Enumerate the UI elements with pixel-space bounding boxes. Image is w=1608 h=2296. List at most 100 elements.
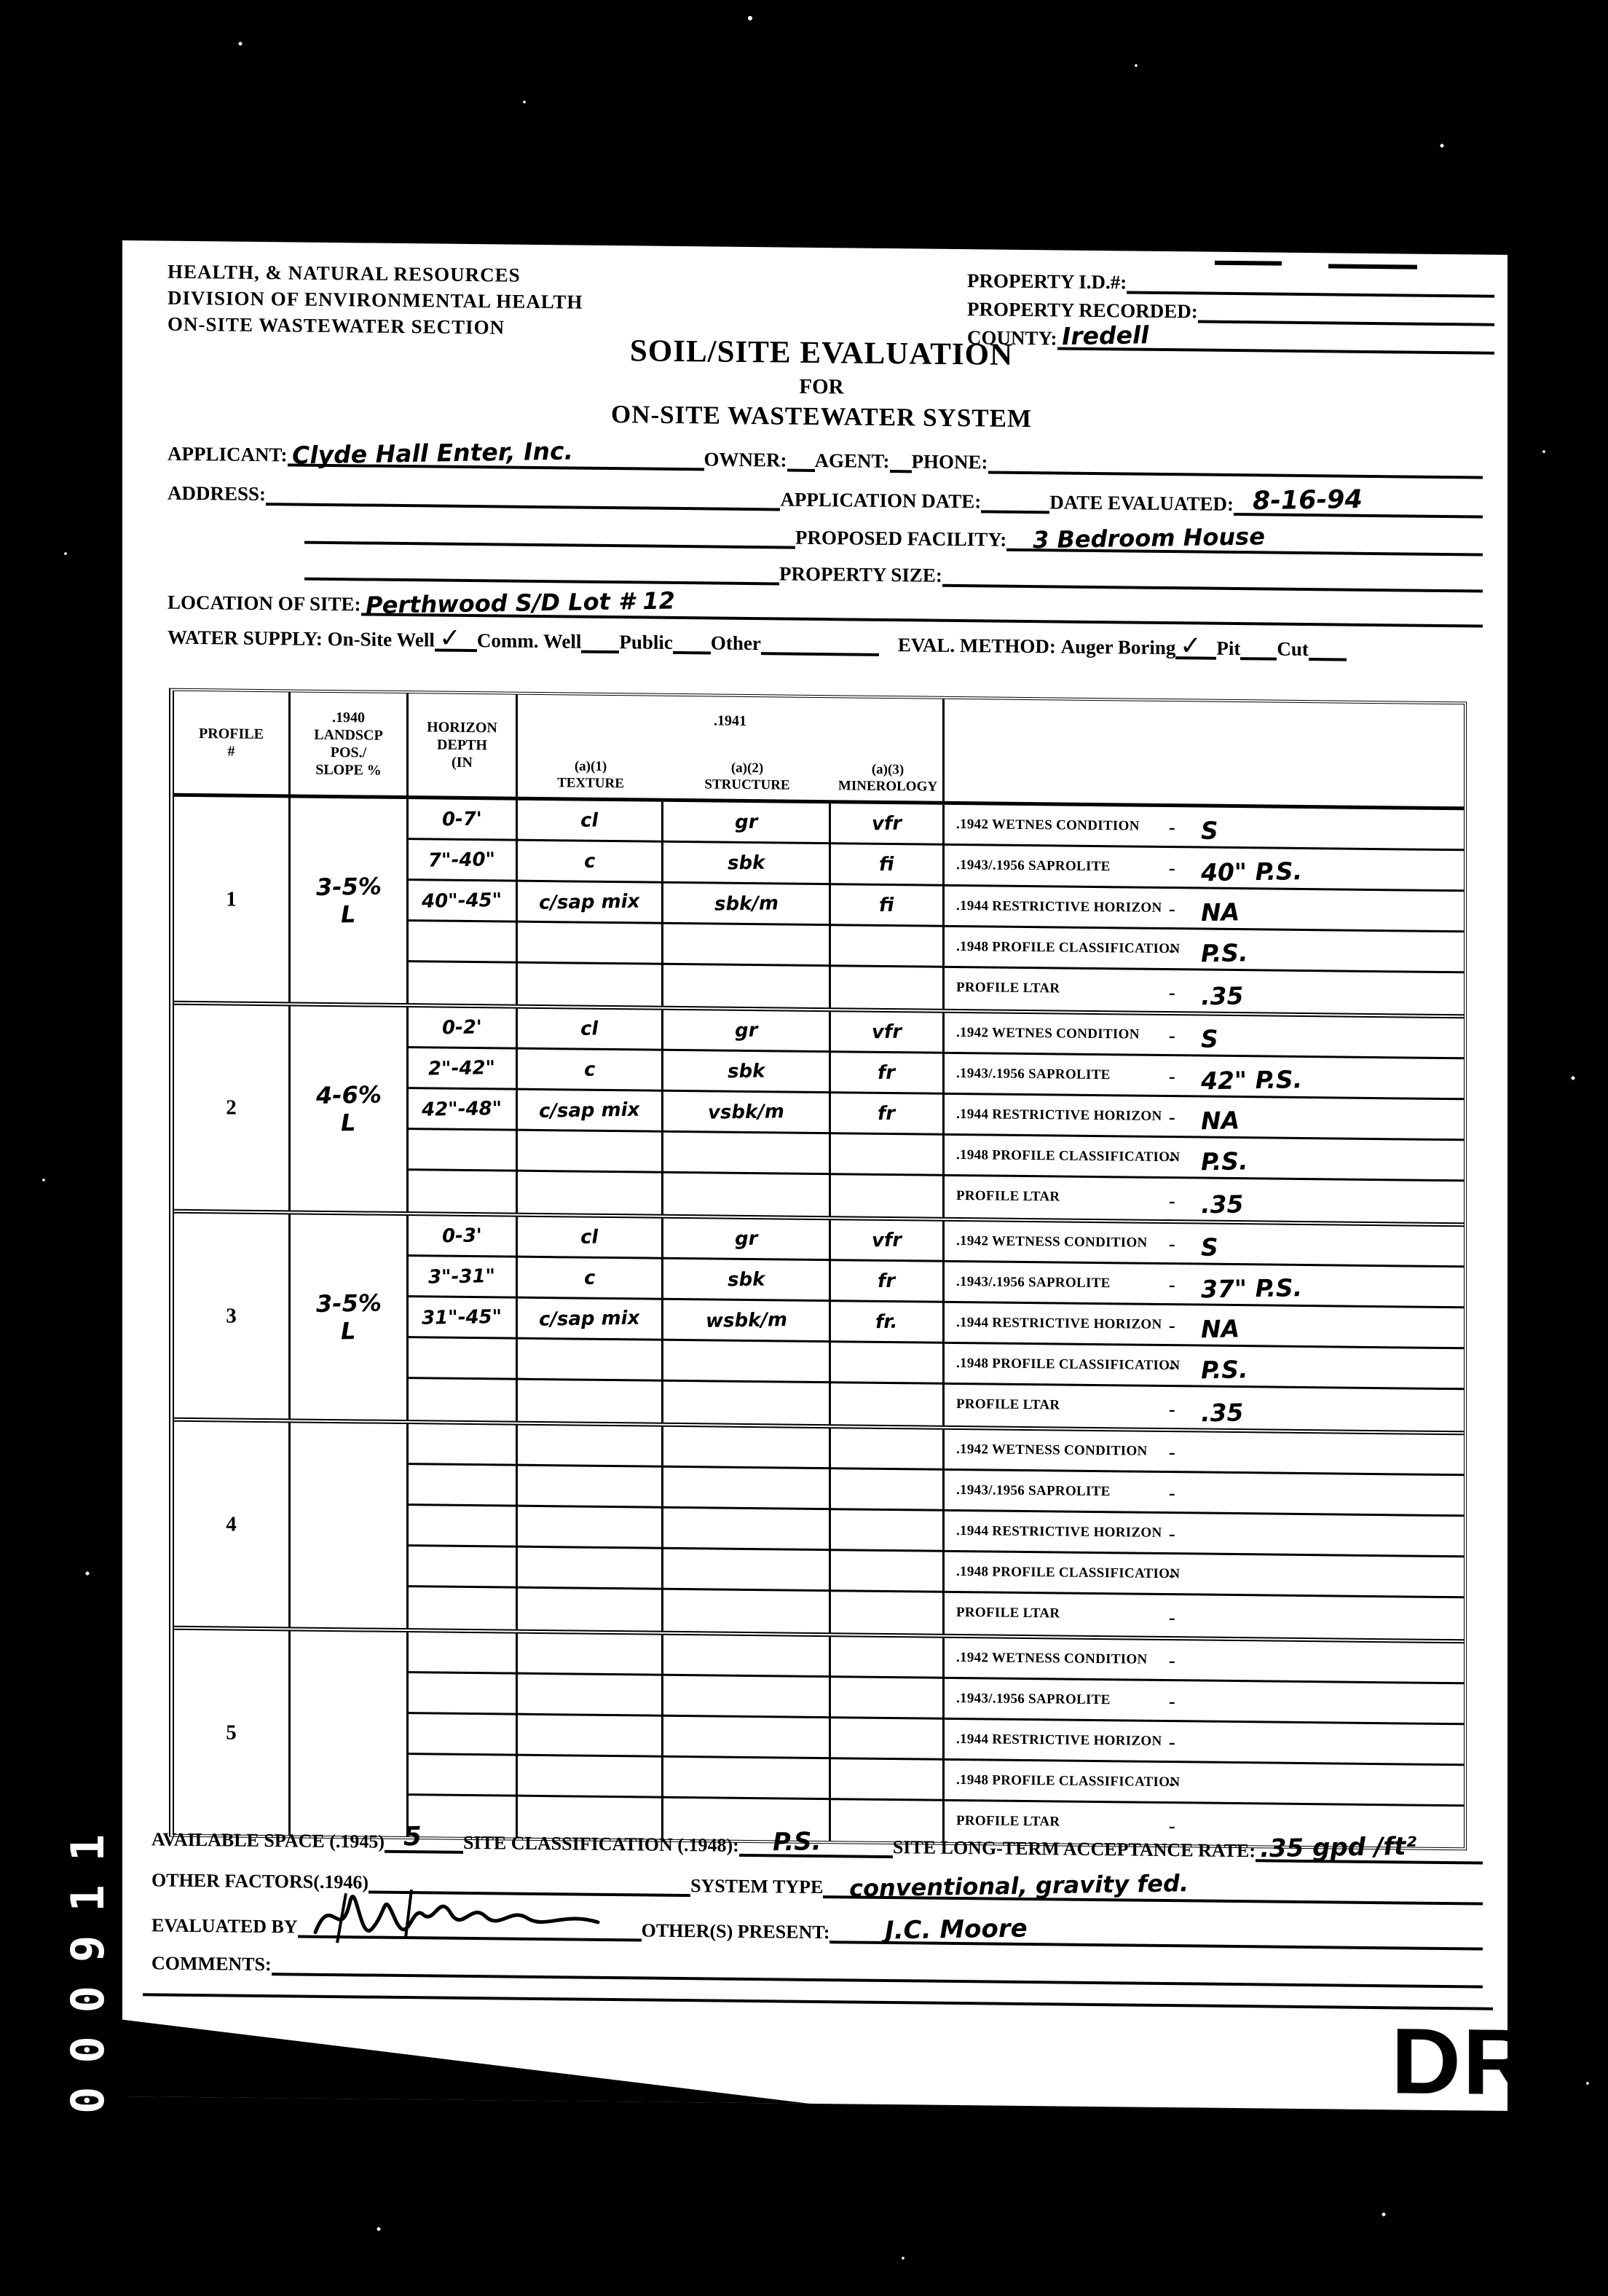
horizon-cell <box>663 965 829 1007</box>
horizon-entry: sbk <box>727 1268 765 1291</box>
horizon-cell: fi <box>831 885 942 927</box>
criteria-label: PROFILE LTAR <box>956 1187 1060 1205</box>
criteria-handwriting: P.S. <box>1200 1355 1249 1385</box>
horizon-entry: fr <box>878 1102 896 1125</box>
property-id-label: PROPERTY I.D.#: <box>967 270 1127 294</box>
owner-field <box>787 435 815 472</box>
horizon-cell <box>409 1755 516 1797</box>
others-present-field: J.C. Moore <box>829 1903 1483 1951</box>
onsite-well-checkmark: ✓ <box>438 623 462 653</box>
criteria-handwriting: S <box>1200 1232 1219 1262</box>
horizon-cell <box>518 1425 661 1468</box>
horizon-cell: wsbk/m <box>663 1300 829 1343</box>
profile-block: 2 4-6% L 0-2' 2"-42" 42"-48" cl c c/sap mix gr sbk… <box>174 1004 1464 1227</box>
horizon-cell <box>518 1466 661 1509</box>
header-1941-group: .1941 (a)(1) TEXTURE (a)(2) STRUCTURE (a… <box>518 694 945 801</box>
criteria-value: .35 <box>1200 1398 1243 1427</box>
horizon-cell <box>409 1338 516 1380</box>
proposed-facility-label: PROPOSED FACILITY: <box>795 526 1007 551</box>
mineralogy-column <box>831 1428 945 1634</box>
criteria-row: .1942 WETNESS CONDITION - <box>945 1638 1464 1685</box>
horizon-cell: fr <box>831 1261 942 1303</box>
agent-label: AGENT: <box>814 449 890 473</box>
landscape-position: L <box>340 1109 357 1137</box>
header-mineralogy: (a)(3) MINEROLOGY <box>838 761 938 795</box>
criteria-label: .1944 RESTRICTIVE HORIZON <box>956 1314 1162 1332</box>
header-criteria-column <box>945 699 1464 806</box>
horizon-depth-column <box>409 1424 518 1629</box>
page-title: SOIL/SITE EVALUATION FOR ON-SITE WASTEWA… <box>122 328 1508 439</box>
phone-field <box>988 437 1483 479</box>
criteria-cell: .1942 WETNESS CONDITION - .1943/.1956 SAPR… <box>945 1638 1464 1847</box>
horizon-depth-column: 0-3' 3"-31" 31"-45" <box>409 1216 518 1421</box>
horizon-entry: vsbk/m <box>707 1100 785 1124</box>
eval-method-label: EVAL. METHOD: <box>897 634 1056 658</box>
application-date-field <box>981 476 1050 514</box>
horizon-cell: gr <box>663 1010 829 1053</box>
criteria-value: 37" P.S. <box>1200 1273 1303 1304</box>
horizon-entry: vfr <box>871 1021 902 1043</box>
criteria-row: .1942 WETNESS CONDITION - S <box>945 1221 1464 1268</box>
system-type-value: conventional, gravity fed. <box>848 1869 1189 1903</box>
landscape-position-cell <box>291 1631 409 1837</box>
texture-column <box>518 1633 663 1839</box>
horizon-cell <box>663 1132 829 1176</box>
agency-line-1: HEALTH, & NATURAL RESOURCES <box>168 260 521 286</box>
horizon-cell <box>518 1589 661 1631</box>
texture-column <box>518 1425 663 1631</box>
header-texture: (a)(1) TEXTURE <box>557 758 624 792</box>
criteria-label: .1942 WETNES CONDITION <box>956 1024 1140 1042</box>
structure-column <box>663 1635 831 1841</box>
horizon-cell <box>518 1715 661 1758</box>
horizon-entry: fr <box>878 1270 896 1292</box>
horizon-cell <box>663 1549 829 1592</box>
horizon-cell <box>409 1379 516 1421</box>
horizon-entry: 40"-45" <box>422 889 502 913</box>
criteria-handwriting: NA <box>1200 1106 1240 1136</box>
location-field: Perthwood S/D Lot # 12 <box>360 579 821 621</box>
horizon-cell: c <box>518 1049 661 1092</box>
water-supply-label: WATER SUPPLY: <box>168 626 323 650</box>
criteria-row: PROFILE LTAR - <box>945 1593 1464 1639</box>
criteria-row: .1948 PROFILE CLASSIFICATION - P.S. <box>945 1135 1464 1182</box>
landscape-position-cell <box>291 1423 409 1629</box>
criteria-row: .1942 WETNES CONDITION - S <box>945 1013 1464 1060</box>
horizon-entry: 0-2' <box>441 1015 483 1039</box>
criteria-dash: - <box>1169 1233 1175 1255</box>
criteria-label: .1943/.1956 SAPROLITE <box>956 1273 1111 1292</box>
criteria-label: .1943/.1956 SAPROLITE <box>956 857 1111 875</box>
horizon-entry: gr <box>734 1019 758 1042</box>
horizon-entry: sbk <box>727 1060 765 1082</box>
horizon-cell: 7"-40" <box>409 840 516 882</box>
horizon-entry: wsbk/m <box>705 1308 787 1332</box>
horizon-cell <box>663 924 829 967</box>
criteria-handwriting: 37" P.S. <box>1200 1273 1303 1304</box>
criteria-cell: .1942 WETNES CONDITION - S .1943/.1956 SAPR… <box>945 804 1464 1014</box>
criteria-value: .35 <box>1200 1190 1244 1219</box>
criteria-label: .1943/.1956 SAPROLITE <box>956 1065 1111 1083</box>
mineralogy-column: vfr fr fr <box>831 1012 945 1217</box>
applicant-label: APPLICANT: <box>168 442 288 466</box>
horizon-cell: sbk <box>663 842 829 886</box>
horizon-cell <box>831 1759 942 1801</box>
criteria-handwriting: .35 <box>1200 1190 1244 1219</box>
mineralogy-column: vfr fi fi <box>831 803 945 1009</box>
horizon-cell: fr <box>831 1053 942 1095</box>
criteria-value: NA <box>1200 1314 1240 1343</box>
horizon-cell <box>663 1340 829 1384</box>
phone-label: PHONE: <box>911 450 988 473</box>
criteria-value: NA <box>1200 897 1240 927</box>
horizon-entry: vfr <box>871 1229 902 1251</box>
horizon-cell: c/sap mix <box>518 1090 661 1133</box>
horizon-entry: cl <box>580 1018 599 1040</box>
property-size-label: PROPERTY SIZE: <box>779 562 942 586</box>
address-field <box>266 469 781 511</box>
horizon-cell <box>663 1173 829 1216</box>
criteria-value: P.S. <box>1201 938 1249 967</box>
horizon-cell <box>831 1510 942 1552</box>
criteria-label: .1944 RESTRICTIVE HORIZON <box>956 1522 1162 1541</box>
horizon-cell <box>409 1130 516 1172</box>
horizon-cell <box>409 1424 516 1466</box>
structure-column: gr sbk wsbk/m <box>663 1218 831 1425</box>
